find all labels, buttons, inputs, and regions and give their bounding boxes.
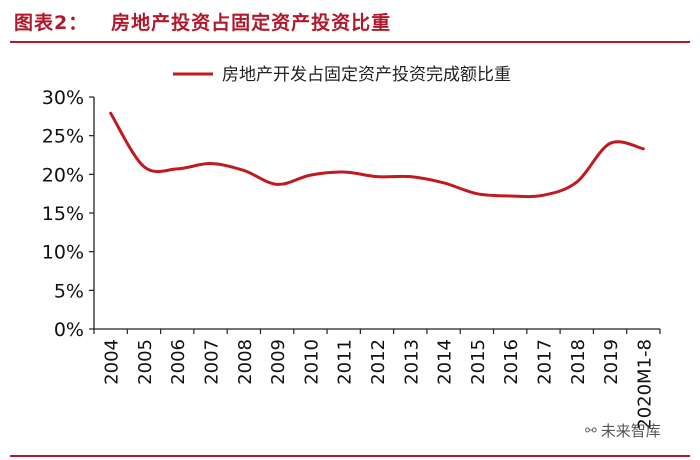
x-tick-label: 2019 xyxy=(601,339,622,385)
wechat-icon: ⚯ xyxy=(585,422,597,439)
title-divider xyxy=(10,41,690,43)
x-tick-label: 2016 xyxy=(501,339,522,385)
y-tick-label: 30% xyxy=(42,87,84,109)
x-tick-label: 2004 xyxy=(102,339,123,385)
series-line xyxy=(109,111,645,199)
watermark: ⚯ 未来智库 xyxy=(585,420,661,441)
bottom-divider xyxy=(10,455,690,457)
x-tick-label: 2011 xyxy=(335,339,356,385)
x-tick-label: 2006 xyxy=(168,339,189,385)
y-tick-label: 0% xyxy=(54,319,84,341)
y-axis-ticks: 0% 5% 10% 15% 20% 25% 30% xyxy=(42,87,94,341)
x-tick-label: 2012 xyxy=(368,339,389,385)
x-tick-label: 2007 xyxy=(202,339,223,385)
y-tick-label: 5% xyxy=(54,280,84,302)
x-tick-label: 2013 xyxy=(401,339,422,385)
y-tick-label: 10% xyxy=(42,242,84,264)
x-tick-label: 2017 xyxy=(534,339,555,385)
legend-label: 房地产开发占固定资产投资完成额比重 xyxy=(222,65,511,85)
x-tick-label: 2020M1-8 xyxy=(634,339,655,430)
x-axis-ticks: 2004 2005 2006 2007 2008 2009 2010 2011 2012 2013… xyxy=(93,329,661,430)
chart-axes xyxy=(93,97,660,330)
x-tick-label: 2008 xyxy=(235,339,256,385)
x-tick-label: 2010 xyxy=(301,339,322,385)
x-tick-label: 2005 xyxy=(135,339,156,385)
chart-legend: 房地产开发占固定资产投资完成额比重 xyxy=(173,65,511,85)
x-tick-label: 2015 xyxy=(468,339,489,385)
x-tick-label: 2014 xyxy=(435,339,456,385)
x-tick-label: 2018 xyxy=(568,339,589,385)
figure-title: 图表2： 房地产投资占固定资产投资比重 xyxy=(14,12,392,34)
y-tick-label: 20% xyxy=(42,164,84,186)
watermark-text: 未来智库 xyxy=(600,422,661,440)
y-tick-label: 15% xyxy=(42,203,84,225)
x-tick-label: 2009 xyxy=(268,339,289,385)
y-tick-label: 25% xyxy=(42,126,84,148)
